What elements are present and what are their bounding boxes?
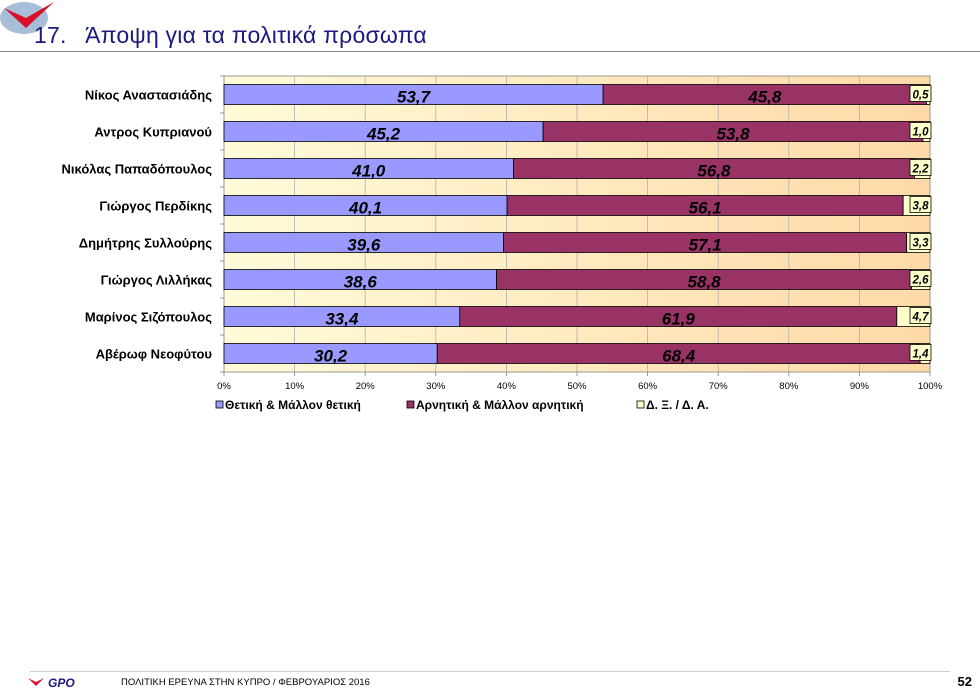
data-label-positive: 41,0 xyxy=(351,162,386,181)
x-tick-label: 30% xyxy=(426,381,446,392)
legend-swatch-positive xyxy=(215,400,224,409)
data-label-dk: 0,5 xyxy=(913,90,930,102)
category-label: Νίκος Αναστασιάδης xyxy=(85,88,212,103)
stacked-bar-chart: 53,7 45,8 0,5 45,2 53,8 1,0 41,0 56,8 2,2 40,1 56,… xyxy=(62,75,943,412)
x-tick-label: 40% xyxy=(497,381,517,392)
data-label-dk: 4,7 xyxy=(912,312,930,324)
data-label-box-dk xyxy=(909,122,932,139)
data-label-positive: 45,2 xyxy=(366,125,401,144)
data-label-negative: 61,9 xyxy=(662,310,696,329)
x-tick-label: 0% xyxy=(217,381,231,392)
legend-label-dk: Δ. Ξ. / Δ. Α. xyxy=(646,398,709,412)
data-label-box-dk xyxy=(909,270,932,287)
data-label-negative: 56,1 xyxy=(689,199,722,218)
category-label: Αντρος Κυπριανού xyxy=(94,125,212,140)
data-label-box-dk xyxy=(909,344,932,361)
data-label-dk: 2,6 xyxy=(912,275,930,287)
category-label: Γιώργος Λιλλήκας xyxy=(101,273,213,288)
x-tick-label: 10% xyxy=(285,381,305,392)
data-label-negative: 53,8 xyxy=(716,125,750,144)
data-label-positive: 39,6 xyxy=(347,236,381,255)
data-label-box-dk xyxy=(909,85,932,102)
title-text: Άποψη για τα πολιτικά πρόσωπα xyxy=(85,22,427,48)
data-label-positive: 38,6 xyxy=(344,273,378,292)
data-label-dk: 3,8 xyxy=(913,201,930,213)
x-tick-label: 20% xyxy=(356,381,376,392)
footer-text: ΠΟΛΙΤΙΚΗ ΕΡΕΥΝΑ ΣΤΗΝ ΚΥΠΡΟ / ΦΕΒΡΟΥΑΡΙΟΣ… xyxy=(121,677,370,688)
data-label-dk: 3,3 xyxy=(913,238,930,250)
data-label-dk: 2,2 xyxy=(912,164,930,176)
data-label-dk: 1,4 xyxy=(913,349,930,361)
category-label: Δημήτρης Συλλούρης xyxy=(79,236,212,251)
x-tick-label: 70% xyxy=(709,381,729,392)
data-label-box-dk xyxy=(909,233,932,250)
category-label: Γιώργος Περδίκης xyxy=(99,199,212,214)
data-label-box-dk xyxy=(909,196,932,213)
x-tick-label: 60% xyxy=(638,381,658,392)
data-label-negative: 58,8 xyxy=(688,273,722,292)
data-label-negative: 45,8 xyxy=(747,88,782,107)
data-label-box-dk xyxy=(909,307,932,324)
data-label-dk: 1,0 xyxy=(913,127,930,139)
x-tick-label: 80% xyxy=(779,381,799,392)
gpo-logo-icon xyxy=(0,2,54,34)
x-tick-label: 50% xyxy=(567,381,587,392)
data-label-negative: 56,8 xyxy=(697,162,731,181)
x-tick-label: 100% xyxy=(918,381,943,392)
legend-swatch-dk xyxy=(636,400,645,409)
footer-brand: GPO xyxy=(48,676,75,688)
data-label-box-dk xyxy=(909,159,932,176)
x-tick-label: 90% xyxy=(850,381,870,392)
page-number: 52 xyxy=(957,674,972,689)
data-label-negative: 57,1 xyxy=(689,236,722,255)
page-title: 17. Άποψη για τα πολιτικά πρόσωπα xyxy=(34,22,427,49)
legend-swatch-negative xyxy=(406,400,415,409)
category-label: Αβέρωφ Νεοφύτου xyxy=(96,347,213,362)
data-label-positive: 30,2 xyxy=(314,347,348,366)
category-label: Νικόλας Παπαδόπουλος xyxy=(62,162,213,177)
data-label-positive: 40,1 xyxy=(348,199,382,218)
legend-label-positive: Θετική & Μάλλον θετική xyxy=(225,398,361,412)
data-label-positive: 33,4 xyxy=(325,310,359,329)
category-label: Μαρίνος Σιζόπουλος xyxy=(85,310,212,325)
legend-label-negative: Αρνητική & Μάλλον αρνητική xyxy=(416,398,584,412)
title-divider xyxy=(0,51,980,52)
footer-gpo-logo-icon: GPO xyxy=(28,676,75,688)
footer-divider xyxy=(30,671,950,672)
data-label-negative: 68,4 xyxy=(662,347,696,366)
data-label-positive: 53,7 xyxy=(397,88,432,107)
title-number: 17. xyxy=(34,22,67,48)
